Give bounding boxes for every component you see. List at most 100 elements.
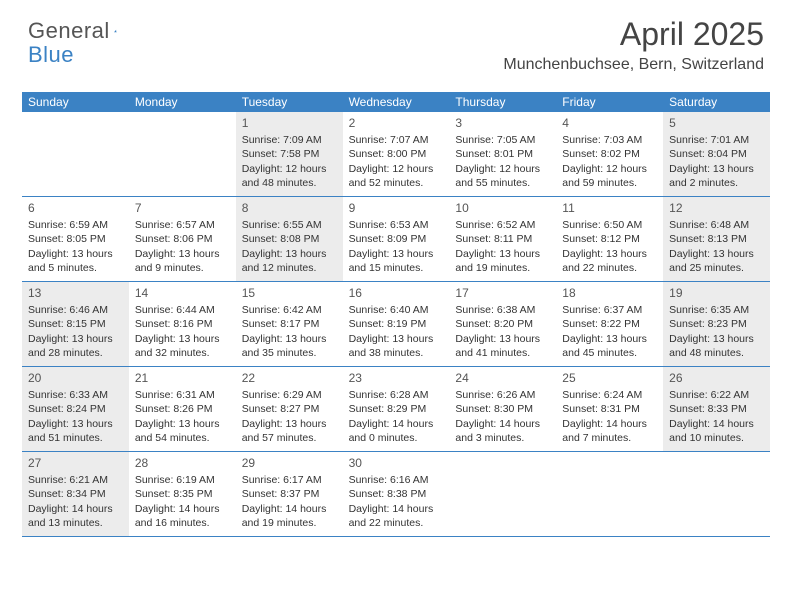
calendar-cell: 8 Sunrise: 6:55 AMSunset: 8:08 PMDaylight…: [236, 197, 343, 281]
day-number: 23: [349, 370, 444, 386]
logo-blue-row: Blue: [28, 42, 74, 68]
sunrise-line: Sunrise: 6:21 AM: [28, 473, 123, 487]
daylight-line: Daylight: 14 hours and 19 minutes.: [242, 502, 337, 530]
sunset-line: Sunset: 8:08 PM: [242, 232, 337, 246]
sunset-line: Sunset: 8:06 PM: [135, 232, 230, 246]
sunrise-line: Sunrise: 6:50 AM: [562, 218, 657, 232]
daylight-line: Daylight: 13 hours and 5 minutes.: [28, 247, 123, 275]
calendar-weeks: 1Sunrise: 7:09 AMSunset: 7:58 PMDaylight…: [22, 112, 770, 537]
day-number: 15: [242, 285, 337, 301]
day-header-cell: Sunday: [22, 92, 129, 112]
calendar-cell: 15 Sunrise: 6:42 AMSunset: 8:17 PMDayligh…: [236, 282, 343, 366]
week-row: 1Sunrise: 7:09 AMSunset: 7:58 PMDaylight…: [22, 112, 770, 197]
calendar-cell: 9Sunrise: 6:53 AMSunset: 8:09 PMDaylight…: [343, 197, 450, 281]
day-number: 14: [135, 285, 230, 301]
sunrise-line: Sunrise: 7:03 AM: [562, 133, 657, 147]
day-number: 18: [562, 285, 657, 301]
sunset-line: Sunset: 8:30 PM: [455, 402, 550, 416]
sunset-line: Sunset: 8:33 PM: [669, 402, 764, 416]
daylight-line: Daylight: 13 hours and 35 minutes.: [242, 332, 337, 360]
daylight-line: Daylight: 13 hours and 28 minutes.: [28, 332, 123, 360]
daylight-line: Daylight: 13 hours and 57 minutes.: [242, 417, 337, 445]
calendar-cell: 29Sunrise: 6:17 AMSunset: 8:37 PMDayligh…: [236, 452, 343, 536]
sunrise-line: Sunrise: 6:48 AM: [669, 218, 764, 232]
sunrise-line: Sunrise: 6:22 AM: [669, 388, 764, 402]
sunset-line: Sunset: 8:19 PM: [349, 317, 444, 331]
daylight-line: Daylight: 13 hours and 9 minutes.: [135, 247, 230, 275]
day-number: 19: [669, 285, 764, 301]
daylight-line: Daylight: 13 hours and 41 minutes.: [455, 332, 550, 360]
day-number: 20: [28, 370, 123, 386]
sunrise-line: Sunrise: 6:16 AM: [349, 473, 444, 487]
daylight-line: Daylight: 13 hours and 15 minutes.: [349, 247, 444, 275]
sunset-line: Sunset: 8:26 PM: [135, 402, 230, 416]
sunrise-line: Sunrise: 6:42 AM: [242, 303, 337, 317]
day-number: 29: [242, 455, 337, 471]
sunrise-line: Sunrise: 7:01 AM: [669, 133, 764, 147]
week-row: 6Sunrise: 6:59 AMSunset: 8:05 PMDaylight…: [22, 197, 770, 282]
day-number: 3: [455, 115, 550, 131]
sunrise-line: Sunrise: 6:44 AM: [135, 303, 230, 317]
sunrise-line: Sunrise: 6:57 AM: [135, 218, 230, 232]
sunset-line: Sunset: 7:58 PM: [242, 147, 337, 161]
day-number: 16: [349, 285, 444, 301]
daylight-line: Daylight: 13 hours and 32 minutes.: [135, 332, 230, 360]
calendar-cell: 19Sunrise: 6:35 AMSunset: 8:23 PMDayligh…: [663, 282, 770, 366]
sunrise-line: Sunrise: 6:55 AM: [242, 218, 337, 232]
sunrise-line: Sunrise: 6:59 AM: [28, 218, 123, 232]
logo-text-general: General: [28, 18, 110, 44]
sunset-line: Sunset: 8:00 PM: [349, 147, 444, 161]
day-number: 25: [562, 370, 657, 386]
daylight-line: Daylight: 12 hours and 48 minutes.: [242, 162, 337, 190]
sunrise-line: Sunrise: 6:53 AM: [349, 218, 444, 232]
sunset-line: Sunset: 8:02 PM: [562, 147, 657, 161]
calendar-cell: 24Sunrise: 6:26 AMSunset: 8:30 PMDayligh…: [449, 367, 556, 451]
calendar-cell: 23Sunrise: 6:28 AMSunset: 8:29 PMDayligh…: [343, 367, 450, 451]
sunset-line: Sunset: 8:38 PM: [349, 487, 444, 501]
week-row: 20Sunrise: 6:33 AMSunset: 8:24 PMDayligh…: [22, 367, 770, 452]
sunset-line: Sunset: 8:31 PM: [562, 402, 657, 416]
day-number: 10: [455, 200, 550, 216]
day-number: 1: [242, 115, 337, 131]
day-number: 27: [28, 455, 123, 471]
daylight-line: Daylight: 13 hours and 54 minutes.: [135, 417, 230, 445]
day-number: 8: [242, 200, 337, 216]
daylight-line: Daylight: 12 hours and 55 minutes.: [455, 162, 550, 190]
sunset-line: Sunset: 8:23 PM: [669, 317, 764, 331]
calendar-cell: 4Sunrise: 7:03 AMSunset: 8:02 PMDaylight…: [556, 112, 663, 196]
sunset-line: Sunset: 8:01 PM: [455, 147, 550, 161]
day-header-cell: Saturday: [663, 92, 770, 112]
calendar-cell: 11Sunrise: 6:50 AMSunset: 8:12 PMDayligh…: [556, 197, 663, 281]
sunset-line: Sunset: 8:15 PM: [28, 317, 123, 331]
sunset-line: Sunset: 8:35 PM: [135, 487, 230, 501]
calendar-cell: 1Sunrise: 7:09 AMSunset: 7:58 PMDaylight…: [236, 112, 343, 196]
sunset-line: Sunset: 8:17 PM: [242, 317, 337, 331]
sunset-line: Sunset: 8:16 PM: [135, 317, 230, 331]
daylight-line: Daylight: 14 hours and 16 minutes.: [135, 502, 230, 530]
calendar-cell: 30Sunrise: 6:16 AMSunset: 8:38 PMDayligh…: [343, 452, 450, 536]
sunrise-line: Sunrise: 6:26 AM: [455, 388, 550, 402]
sunset-line: Sunset: 8:20 PM: [455, 317, 550, 331]
daylight-line: Daylight: 13 hours and 12 minutes.: [242, 247, 337, 275]
sunset-line: Sunset: 8:11 PM: [455, 232, 550, 246]
day-header-cell: Friday: [556, 92, 663, 112]
day-number: 11: [562, 200, 657, 216]
calendar-cell: 25Sunrise: 6:24 AMSunset: 8:31 PMDayligh…: [556, 367, 663, 451]
daylight-line: Daylight: 13 hours and 38 minutes.: [349, 332, 444, 360]
daylight-line: Daylight: 12 hours and 59 minutes.: [562, 162, 657, 190]
daylight-line: Daylight: 14 hours and 3 minutes.: [455, 417, 550, 445]
sunset-line: Sunset: 8:13 PM: [669, 232, 764, 246]
sunset-line: Sunset: 8:29 PM: [349, 402, 444, 416]
day-number: 5: [669, 115, 764, 131]
day-number: 9: [349, 200, 444, 216]
calendar-cell: 16Sunrise: 6:40 AMSunset: 8:19 PMDayligh…: [343, 282, 450, 366]
calendar-cell-empty: [22, 112, 129, 196]
calendar-cell: 14 Sunrise: 6:44 AMSunset: 8:16 PMDayligh…: [129, 282, 236, 366]
sunrise-line: Sunrise: 6:31 AM: [135, 388, 230, 402]
sunrise-line: Sunrise: 6:52 AM: [455, 218, 550, 232]
day-number: 12: [669, 200, 764, 216]
sunrise-line: Sunrise: 6:35 AM: [669, 303, 764, 317]
daylight-line: Daylight: 13 hours and 22 minutes.: [562, 247, 657, 275]
sunrise-line: Sunrise: 6:28 AM: [349, 388, 444, 402]
calendar-cell-empty: [129, 112, 236, 196]
